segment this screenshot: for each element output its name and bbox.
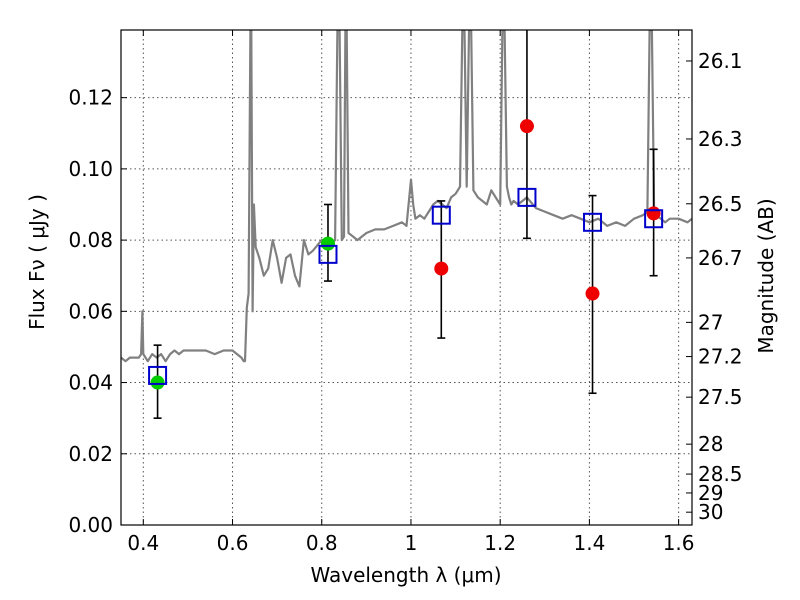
grid-lines <box>121 30 692 526</box>
axes: 0.4 0.6 0.8 1 1.2 1.4 1.6 0.00 0.02 0.04 0.06 0.08 0… <box>68 30 743 555</box>
right-tick-label: 26.7 <box>698 246 743 270</box>
right-tick-label: 26.5 <box>698 192 743 216</box>
x-axis-label: Wavelength λ (μm) <box>310 563 501 587</box>
y-tick-label: 0.12 <box>68 86 113 110</box>
data-point-circle <box>320 236 335 251</box>
data-point-circle <box>434 261 449 276</box>
data-point-circle <box>519 119 534 134</box>
data-point-circle <box>585 286 600 301</box>
spectrum-line <box>121 30 692 363</box>
x-tick-label: 1.6 <box>663 531 695 555</box>
right-tick-label: 27.5 <box>698 385 743 409</box>
plot-frame <box>120 29 693 526</box>
data-point-square <box>517 187 537 207</box>
x-tick-label: 1.2 <box>484 531 516 555</box>
y-tick-label: 0.04 <box>68 371 113 395</box>
y-tick-label: 0.06 <box>68 299 113 323</box>
y-tick-label: 0.02 <box>68 442 113 466</box>
right-tick-label: 26.3 <box>698 127 743 151</box>
data-point-square <box>318 244 338 264</box>
data-point-square <box>431 205 451 225</box>
x-tick-label: 0.8 <box>306 531 338 555</box>
right-tick-label: 27.2 <box>698 345 743 369</box>
right-tick-label: 26.1 <box>698 49 743 73</box>
x-tick-label: 1.4 <box>573 531 605 555</box>
right-tick-label: 28.5 <box>698 462 743 486</box>
x-tick-label: 0.6 <box>217 531 249 555</box>
plot-area <box>121 30 692 363</box>
right-tick-label: 29 <box>698 481 723 505</box>
y-axis-label: Flux Fν ( μJy ) <box>25 194 49 330</box>
right-tick-label: 30 <box>698 500 723 524</box>
y-tick-label: 0.00 <box>68 513 113 537</box>
data-point-square <box>644 209 664 229</box>
x-tick-label: 1 <box>405 531 418 555</box>
data-point-square <box>583 212 603 232</box>
y-axis-right-label: Magnitude (AB) <box>754 198 778 353</box>
data-point-circle <box>150 375 165 390</box>
data-point-square <box>148 365 168 385</box>
x-tick-label: 0.4 <box>127 531 159 555</box>
data-point-circle <box>646 206 661 221</box>
y-tick-label: 0.08 <box>68 228 113 252</box>
y-tick-label: 0.10 <box>68 157 113 181</box>
right-tick-label: 28 <box>698 432 723 456</box>
data-markers <box>148 30 664 419</box>
right-tick-label: 27 <box>698 310 723 334</box>
